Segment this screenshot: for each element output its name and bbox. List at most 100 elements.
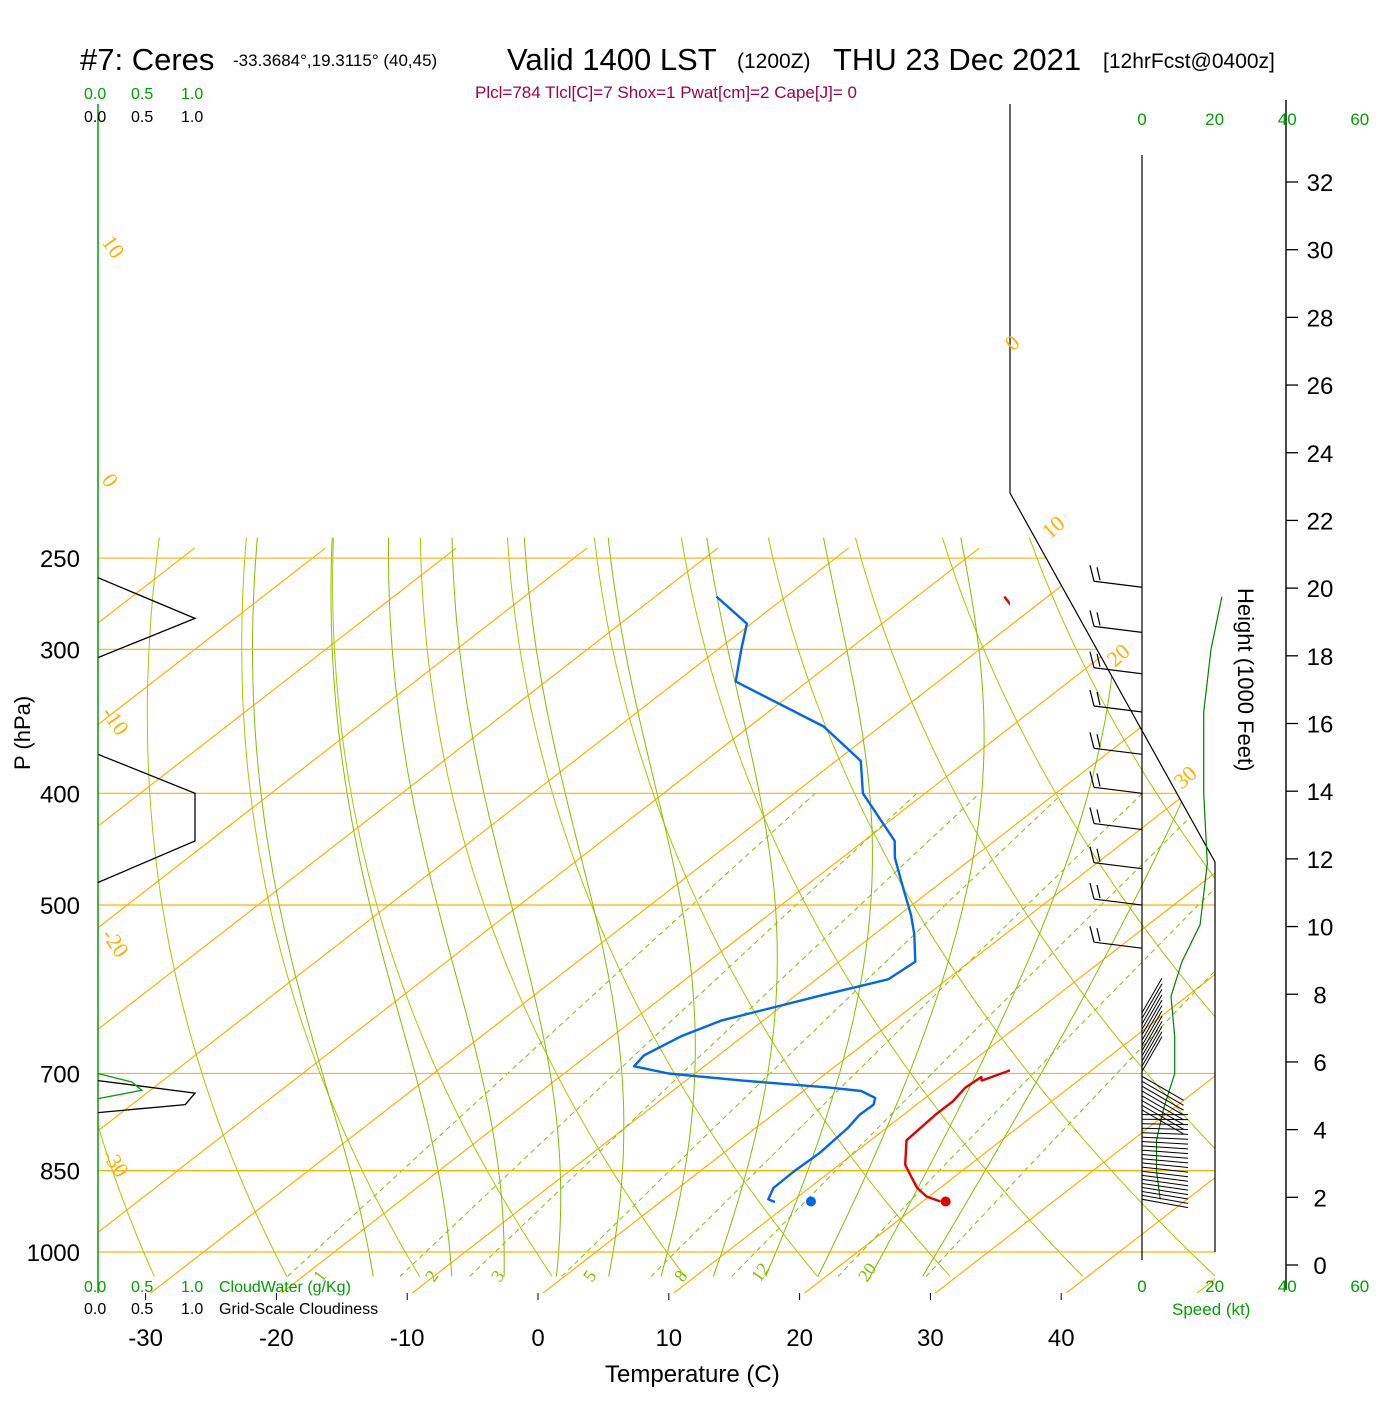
moist-adiabat-line [452, 538, 561, 1277]
surface-dewpoint-point [806, 1196, 816, 1206]
cloudiness-tick-top-2: 1.0 [181, 109, 203, 126]
temperature-tick-label: 0 [531, 1325, 544, 1352]
wind-barb-flag [1097, 773, 1100, 786]
speed-tick-top: 20 [1205, 110, 1224, 129]
wind-barb [1142, 984, 1162, 1019]
isotherm-line [276, 548, 1241, 1297]
wind-barb [1094, 824, 1142, 830]
height-tick-label: 22 [1307, 508, 1334, 535]
wind-barb-flag [1097, 928, 1100, 941]
utc-time: (1200Z) [737, 50, 811, 73]
height-tick-label: 8 [1313, 982, 1326, 1009]
wind-barb [1142, 1105, 1184, 1129]
moist-adiabat-line [766, 538, 873, 1277]
speed-tick-bottom: 60 [1350, 1277, 1369, 1296]
mixing-ratio-label: 20 [854, 1259, 881, 1285]
temperature-tick-label: 30 [917, 1325, 944, 1352]
isotherm-label: 0 [1000, 330, 1025, 356]
wind-barb [1094, 581, 1142, 587]
height-tick-label: 6 [1313, 1050, 1326, 1077]
wind-barb [1094, 942, 1142, 948]
speed-tick-top: 40 [1278, 110, 1297, 129]
dry-adiabat-label: -10 [97, 702, 134, 740]
valid-date: THU 23 Dec 2021 [833, 42, 1081, 77]
height-tick-label: 16 [1307, 712, 1334, 739]
cloudwater-tick-top-0: 0.0 [84, 86, 106, 103]
dry-adiabat-line [768, 538, 1215, 1277]
wind-barb [1142, 1006, 1162, 1041]
wind-barb [1142, 1101, 1184, 1125]
speed-axis-label: Speed (kt) [1172, 1300, 1250, 1319]
temperature-tick-label: -20 [259, 1325, 294, 1352]
height-tick-label: 2 [1313, 1185, 1326, 1212]
cloudiness-tick-bottom-2: 1.0 [181, 1301, 203, 1318]
cloudwater-tick-top-1: 0.5 [131, 86, 153, 103]
wind-barb-flag [1090, 732, 1094, 748]
wind-barb [1094, 706, 1142, 712]
mixing-ratio-label: 5 [579, 1266, 601, 1285]
wind-barb-flag [1097, 885, 1100, 898]
station-coords: -33.3684°,19.3115° (40,45) [233, 51, 437, 70]
isotherm-line [146, 548, 1111, 1297]
dry-adiabat-label: 0 [97, 469, 124, 492]
height-tick-label: 12 [1307, 847, 1334, 874]
wind-barb [1142, 1032, 1162, 1067]
wind-barb [1142, 1191, 1188, 1199]
height-axis-label: Height (1000 Feet) [1233, 588, 1258, 771]
dry-adiabat-line [1203, 538, 1400, 1277]
speed-tick-bottom: 0 [1137, 1277, 1146, 1296]
cloudwater-tick-bottom-2: 1.0 [181, 1279, 203, 1296]
wind-barb [1094, 787, 1142, 793]
cloudiness-label: Grid-Scale Cloudiness [219, 1301, 378, 1318]
surface-temperature-point [941, 1196, 951, 1206]
height-tick-label: 28 [1307, 305, 1334, 332]
height-tick-label: 32 [1307, 170, 1334, 197]
isotherm-line [0, 548, 849, 1297]
isotherm-label: 10 [1037, 510, 1070, 543]
pressure-tick-label: 400 [40, 781, 80, 808]
wind-barb [1142, 1076, 1184, 1100]
isotherm-line [407, 548, 1372, 1297]
height-tick-label: 30 [1307, 238, 1334, 265]
wind-barb-flag [1090, 565, 1094, 581]
isotherm-label: 30 [1169, 760, 1202, 793]
isotherm-line [1192, 548, 1400, 1297]
wind-barb [1142, 1150, 1188, 1153]
cloudwater-tick-bottom-1: 0.5 [131, 1279, 153, 1296]
wind-barb [1142, 1146, 1188, 1149]
isotherm-line [1323, 548, 1400, 1297]
mixing-ratio-label: 2 [421, 1266, 443, 1285]
speed-tick-bottom: 40 [1278, 1277, 1297, 1296]
speed-tick-top: 60 [1350, 110, 1369, 129]
wind-barb [1142, 1016, 1162, 1051]
wind-barb [1142, 1154, 1188, 1158]
wind-barb-flag [1090, 883, 1094, 899]
wind-barb [1142, 1037, 1162, 1072]
valid-time: Valid 1400 LST [507, 42, 717, 77]
background-grid [0, 538, 1400, 1297]
dry-adiabat-line [1377, 538, 1400, 1277]
moist-adiabat-line [818, 538, 984, 1277]
dry-adiabat-line [507, 538, 817, 1277]
mixing-ratio-line [470, 793, 980, 1276]
mixing-ratio-label: 12 [747, 1259, 774, 1285]
moist-adiabat-line [608, 538, 695, 1277]
pressure-tick-label: 500 [40, 893, 80, 920]
moist-adiabat-line [870, 538, 1116, 1277]
temperature-axis-label: Temperature (C) [605, 1361, 780, 1388]
wind-barb-flag [1097, 612, 1100, 625]
dry-adiabat-line [0, 538, 22, 1277]
wind-barb-flag [1097, 734, 1100, 747]
moist-adiabat-line [253, 538, 374, 1277]
dry-adiabat-label: 10 [97, 231, 130, 263]
dry-adiabat-label: -30 [97, 1144, 134, 1182]
pressure-tick-label: 250 [40, 546, 80, 573]
wind-barb [1094, 626, 1142, 632]
wind-barb [1142, 1081, 1184, 1105]
pressure-tick-label: 300 [40, 637, 80, 664]
wind-barb-flag [1097, 567, 1100, 580]
cloudwater-tick-bottom-0: 0.0 [84, 1279, 106, 1296]
cloudiness-tick-bottom-1: 0.5 [131, 1301, 153, 1318]
mixing-ratio-line [838, 793, 1309, 1276]
